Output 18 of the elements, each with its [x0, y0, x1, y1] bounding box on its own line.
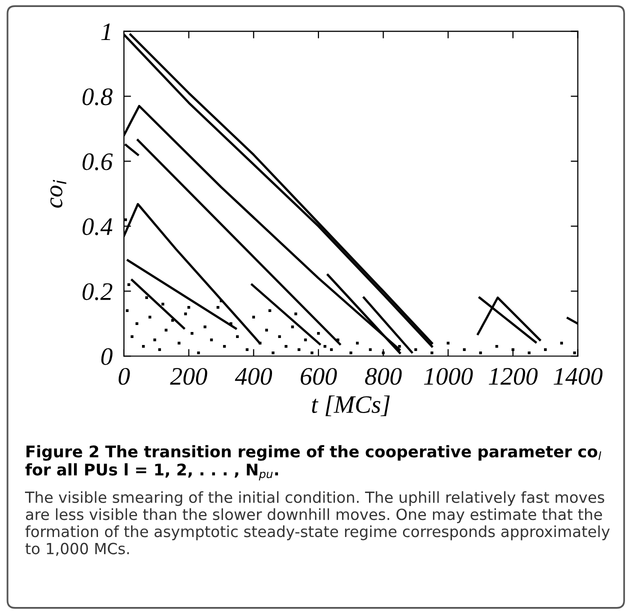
y-tick-label: 0.4 — [82, 218, 112, 236]
y-axis-title: co$_{i}$ — [50, 180, 66, 208]
x-tick-label: 1000 — [424, 368, 473, 385]
y-tick-label: 0.8 — [82, 88, 113, 106]
x-tick-label: 0 — [118, 368, 130, 385]
chart-title: Figure 2 The transition regime of the cooperative parameter co$_{l}$ for all PUs l = 1, 2, . . . , N$_{pu}$. — [25, 445, 602, 480]
y-tick-label: 0.2 — [82, 283, 112, 300]
x-tick-label: 1400 — [554, 368, 602, 385]
x-tick-label: 1200 — [488, 368, 538, 385]
x-tick-label: 400 — [234, 368, 272, 385]
text: The visible smearing of the initial condition. The uphill relatively fast moves are less visible than the slower downhill moves. One may estimate that the formation of the asymptotic steady-state regime corresponds approximately to 1,000 MCs. — [24, 491, 610, 556]
y-tick-label: 0.6 — [82, 153, 113, 170]
x-tick-label: 600 — [300, 368, 337, 385]
x-tick-label: 200 — [170, 368, 208, 385]
y-tick-label: 1 — [101, 23, 110, 40]
x-tick-label: 800 — [365, 368, 402, 385]
x-axis-title: t [MCs] — [312, 395, 390, 416]
y-tick-label: 0 — [101, 348, 113, 366]
